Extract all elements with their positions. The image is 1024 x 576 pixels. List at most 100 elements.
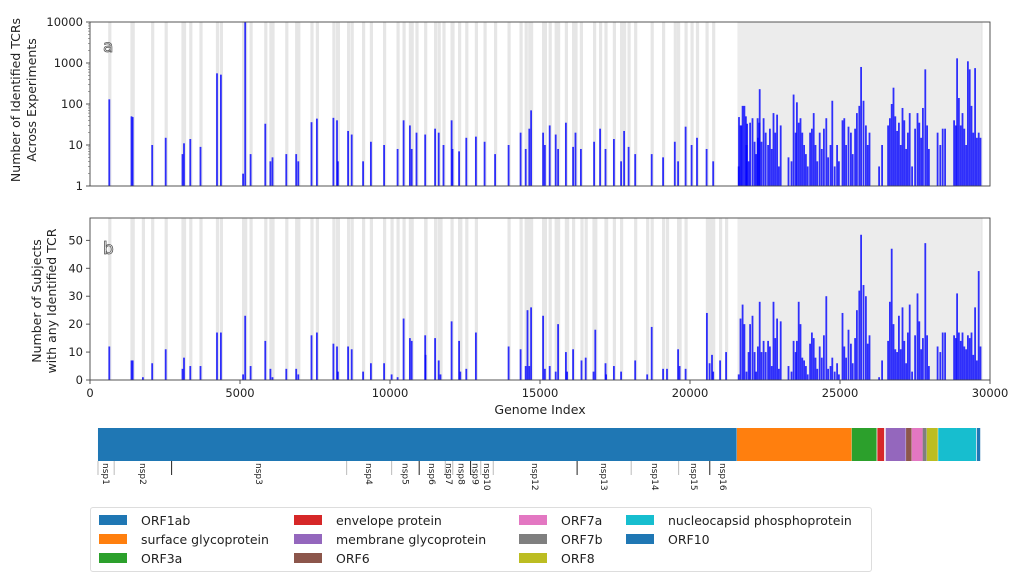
ytick-label: 1	[76, 179, 83, 193]
epitope-shade	[459, 218, 463, 380]
bar	[271, 157, 274, 186]
epitope-shade	[634, 218, 638, 380]
bar	[841, 312, 844, 380]
bar	[908, 304, 911, 380]
bar	[928, 148, 930, 186]
bar	[958, 98, 960, 186]
epitope-shade	[151, 22, 155, 186]
epitope-shade	[264, 218, 268, 380]
bar	[831, 357, 834, 380]
ytick-label: 10	[68, 345, 83, 359]
bar	[336, 346, 338, 380]
bar	[944, 128, 946, 186]
xtick-label: 20000	[672, 386, 709, 400]
bar	[939, 352, 942, 380]
epitope-shade	[646, 218, 650, 380]
bar	[528, 128, 531, 186]
epitope-shade	[269, 218, 273, 380]
bar	[812, 338, 815, 380]
epitope-shade	[705, 22, 709, 186]
bar	[914, 335, 916, 380]
bar	[164, 137, 167, 186]
epitope-shade	[662, 218, 666, 380]
bar	[437, 132, 440, 186]
legend-swatch	[294, 553, 322, 563]
bar	[544, 145, 546, 186]
epitope-shade	[189, 22, 193, 186]
legend-label: ORF6	[336, 550, 370, 566]
bar	[424, 134, 427, 186]
bar	[856, 310, 858, 380]
bar	[741, 105, 744, 186]
bar	[843, 346, 846, 380]
bar	[809, 343, 811, 380]
bar	[646, 374, 649, 380]
epitope-shade	[249, 22, 253, 186]
bar	[634, 360, 637, 380]
epitope-shade	[383, 22, 387, 186]
bar	[914, 128, 916, 186]
bar	[774, 132, 777, 186]
bar	[745, 371, 748, 380]
nsp-label: nsp7	[443, 463, 453, 485]
legend-swatch	[519, 534, 547, 544]
epitope-shade	[665, 218, 670, 380]
nsp-label: nsp15	[688, 463, 698, 491]
bar	[801, 357, 804, 380]
epitope-shade	[297, 218, 301, 380]
bar	[922, 107, 924, 186]
legend-swatch	[294, 534, 322, 544]
epitope-shade	[695, 22, 700, 186]
bar	[772, 301, 775, 380]
bar	[739, 318, 742, 380]
bar	[790, 161, 793, 186]
epitope-shade	[572, 218, 576, 380]
epitope-shade	[242, 218, 246, 380]
bar	[892, 324, 895, 380]
bar	[829, 145, 832, 186]
bar	[825, 296, 828, 380]
bar	[530, 307, 532, 380]
epitope-shade	[548, 218, 552, 380]
epitope-shade	[442, 22, 446, 186]
legend-item: membrane glycoprotein	[294, 530, 486, 548]
legend-item: nucleocapsid phosphoprotein	[626, 511, 852, 529]
epitope-shade	[458, 22, 462, 186]
bar	[690, 145, 693, 186]
bar	[451, 148, 454, 186]
nsp-label: nsp13	[598, 463, 608, 491]
bar	[181, 154, 184, 186]
bar	[613, 139, 615, 186]
bar	[955, 338, 957, 380]
epitope-shade	[402, 22, 406, 186]
epitope-shade	[678, 218, 682, 380]
legend-item: ORF7a	[519, 511, 602, 529]
bar	[911, 166, 913, 186]
bar	[623, 130, 625, 186]
bar	[898, 315, 900, 380]
bar	[854, 128, 856, 186]
bar	[548, 125, 551, 186]
bar	[410, 148, 413, 186]
bar	[758, 89, 761, 186]
epitope-shade	[542, 218, 546, 380]
legend-item: ORF6	[294, 549, 370, 567]
bar	[905, 148, 907, 186]
ytick-label: 10000	[46, 15, 83, 29]
epitope-shade	[369, 22, 373, 186]
bar	[592, 371, 595, 380]
bar	[409, 338, 411, 380]
bar	[974, 307, 976, 380]
epitope-shade	[592, 218, 596, 380]
bar	[862, 100, 865, 186]
legend-label: envelope protein	[336, 512, 442, 528]
bar	[181, 368, 184, 380]
bar	[108, 99, 111, 186]
bar	[814, 357, 817, 380]
epitope-shade	[332, 22, 336, 186]
bar	[316, 118, 318, 186]
epitope-shade	[189, 218, 193, 380]
nsp-label: nsp12	[529, 463, 539, 491]
bar	[851, 154, 854, 186]
bar	[845, 145, 847, 186]
